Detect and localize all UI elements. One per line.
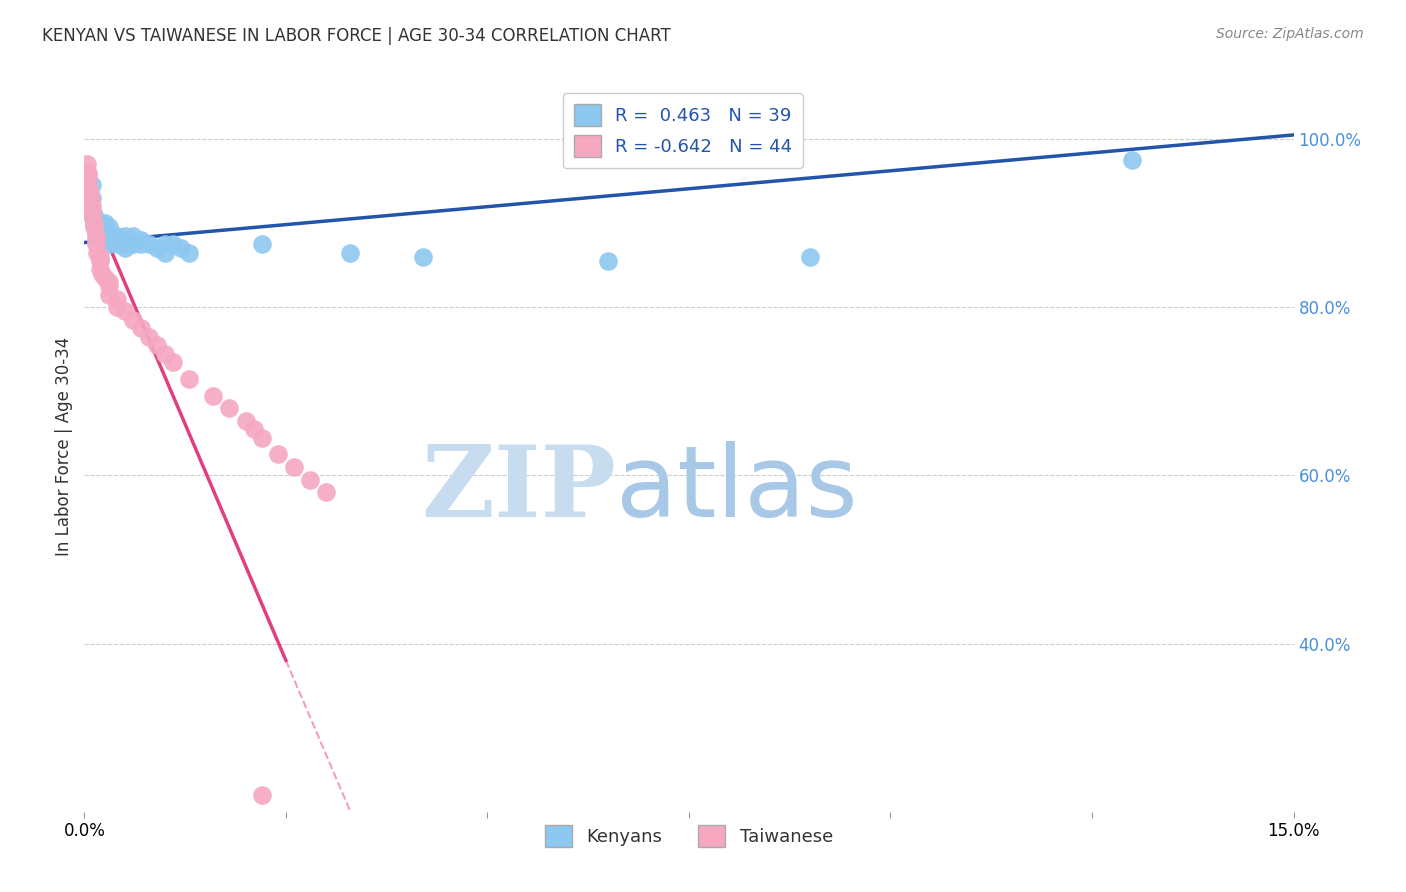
Point — [121, 237, 143, 252]
Y-axis label: In Labor Force | Age 30-34: In Labor Force | Age 30-34 — [55, 336, 73, 556]
Point — [242, 422, 264, 436]
Point — [89, 250, 111, 264]
Text: atlas: atlas — [616, 442, 858, 539]
Point — [267, 447, 290, 461]
Point — [86, 220, 108, 235]
Point — [83, 216, 105, 230]
Point — [299, 473, 322, 487]
Point — [162, 355, 184, 369]
Point — [97, 237, 120, 252]
Point — [79, 186, 101, 201]
Point — [129, 237, 152, 252]
Text: KENYAN VS TAIWANESE IN LABOR FORCE | AGE 30-34 CORRELATION CHART: KENYAN VS TAIWANESE IN LABOR FORCE | AGE… — [42, 27, 671, 45]
Point — [83, 216, 105, 230]
Point — [138, 329, 160, 343]
Point — [218, 401, 240, 416]
Point — [105, 237, 128, 252]
Point — [97, 228, 120, 243]
Point — [146, 242, 169, 256]
Point — [93, 270, 115, 285]
Point — [105, 300, 128, 314]
Point — [77, 186, 100, 201]
Point — [121, 313, 143, 327]
Point — [80, 208, 103, 222]
Point — [80, 195, 103, 210]
Point — [82, 208, 104, 222]
Point — [89, 216, 111, 230]
Point — [86, 245, 108, 260]
Point — [250, 431, 273, 445]
Point — [89, 228, 111, 243]
Point — [77, 178, 100, 193]
Point — [97, 279, 120, 293]
Point — [83, 220, 105, 235]
Point — [1121, 153, 1143, 168]
Point — [250, 788, 273, 802]
Point — [153, 237, 176, 252]
Point — [598, 254, 620, 268]
Point — [114, 228, 136, 243]
Point — [76, 166, 98, 180]
Point — [82, 178, 104, 193]
Point — [80, 199, 103, 213]
Point — [339, 245, 361, 260]
Point — [315, 485, 337, 500]
Point — [202, 388, 225, 402]
Point — [179, 245, 201, 260]
Point — [77, 169, 100, 184]
Point — [153, 346, 176, 360]
Point — [114, 242, 136, 256]
Point — [83, 208, 105, 222]
Point — [86, 233, 108, 247]
Point — [93, 216, 115, 230]
Point — [77, 199, 100, 213]
Point — [799, 250, 821, 264]
Point — [97, 287, 120, 301]
Legend: Kenyans, Taiwanese: Kenyans, Taiwanese — [537, 817, 841, 854]
Point — [412, 250, 434, 264]
Point — [77, 183, 100, 197]
Point — [153, 245, 176, 260]
Point — [162, 237, 184, 252]
Point — [250, 237, 273, 252]
Point — [82, 203, 104, 218]
Point — [283, 460, 305, 475]
Point — [86, 237, 108, 252]
Point — [86, 225, 108, 239]
Point — [146, 338, 169, 352]
Point — [114, 304, 136, 318]
Text: ZIP: ZIP — [422, 442, 616, 539]
Point — [82, 191, 104, 205]
Point — [138, 237, 160, 252]
Point — [129, 321, 152, 335]
Point — [170, 242, 193, 256]
Point — [89, 254, 111, 268]
Point — [91, 233, 114, 247]
Point — [105, 228, 128, 243]
Point — [121, 228, 143, 243]
Text: Source: ZipAtlas.com: Source: ZipAtlas.com — [1216, 27, 1364, 41]
Point — [76, 157, 98, 171]
Point — [84, 228, 107, 243]
Point — [89, 220, 111, 235]
Point — [91, 267, 114, 281]
Point — [97, 275, 120, 289]
Point — [114, 237, 136, 252]
Point — [105, 292, 128, 306]
Point — [179, 372, 201, 386]
Point — [129, 233, 152, 247]
Point — [97, 220, 120, 235]
Point — [89, 262, 111, 277]
Point — [235, 414, 257, 428]
